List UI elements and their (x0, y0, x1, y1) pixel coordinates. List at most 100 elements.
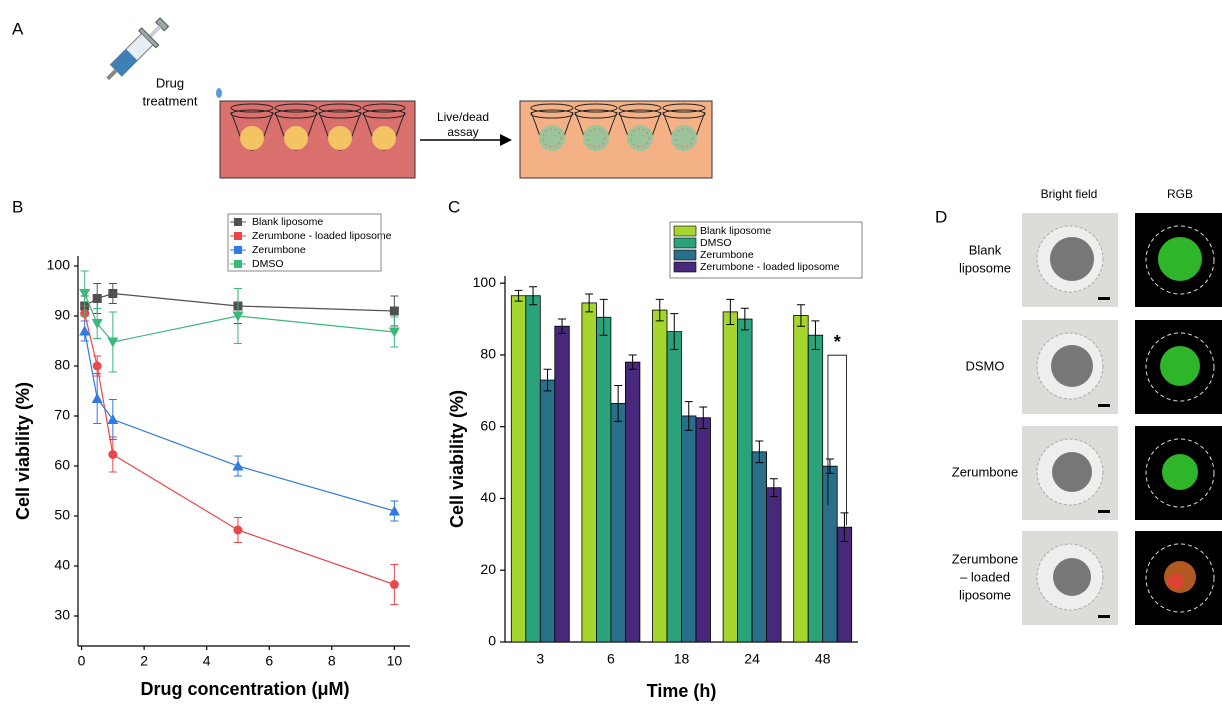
spheroid (1162, 454, 1198, 490)
panel-label: C (448, 197, 460, 216)
error-bar (585, 293, 594, 313)
x-tick-label: 8 (328, 653, 336, 669)
x-axis-label: Drug concentration (μM) (140, 679, 349, 699)
legend-swatch (673, 225, 697, 237)
row-label: liposome (959, 587, 1011, 602)
error-bar (825, 458, 834, 474)
bar (510, 295, 527, 643)
y-tick-label: 40 (480, 489, 496, 505)
x-tick-label: 2 (140, 653, 148, 669)
spheroid (328, 126, 352, 150)
bar (666, 331, 682, 643)
marker (389, 580, 399, 589)
well-rim (362, 103, 406, 113)
y-tick-label: 60 (480, 417, 496, 433)
spheroid (1053, 558, 1091, 596)
spheroid (1051, 345, 1093, 387)
well-rim (318, 103, 362, 113)
spheroid (284, 126, 308, 150)
bar (539, 379, 556, 643)
legend-label: Zerumbone - loaded liposome (700, 261, 840, 273)
x-tick-label: 18 (674, 651, 690, 667)
error-bar (796, 304, 805, 327)
well-outline (1145, 543, 1215, 613)
x-axis-label: Time (h) (647, 681, 717, 701)
well-rim (274, 103, 318, 113)
marker (108, 289, 118, 298)
column-header: Bright field (1041, 187, 1098, 201)
spheroid (1160, 346, 1200, 386)
bar (751, 451, 767, 643)
y-tick-label: 80 (54, 357, 70, 373)
legend-swatch (234, 260, 242, 268)
error-bar (699, 406, 708, 429)
assay-label: assay (447, 125, 478, 139)
well-outline (1145, 225, 1215, 295)
marker (389, 306, 399, 316)
row-label: DSMO (966, 358, 1005, 373)
marker (232, 311, 244, 322)
y-tick-label: 90 (54, 307, 70, 323)
bar (625, 361, 641, 643)
bar (596, 316, 612, 643)
spheroid (372, 126, 396, 150)
x-tick-label: 0 (78, 653, 86, 669)
legend-label: Zerumbone - loaded liposome (252, 230, 392, 242)
bar (793, 315, 809, 643)
error-bar (726, 298, 735, 325)
bar (836, 526, 853, 643)
bar (652, 309, 668, 643)
error-bar (811, 320, 820, 351)
error-bar (769, 478, 778, 498)
arrow-head (500, 134, 512, 146)
bar (554, 325, 570, 643)
legend-label: DMSO (252, 258, 284, 270)
error-bar (628, 354, 637, 370)
well-rim (230, 103, 274, 113)
marker (232, 460, 244, 471)
marker (233, 525, 243, 535)
well-rim (318, 109, 362, 119)
wells (230, 103, 706, 151)
spheroid (240, 126, 264, 150)
bar (737, 318, 753, 643)
row-label: Blank (969, 242, 1002, 257)
well-outline (1145, 438, 1215, 508)
error-bar (670, 313, 679, 351)
y-tick-label: 20 (480, 561, 496, 577)
significance-label: * (834, 332, 841, 352)
legend-swatch (673, 237, 697, 249)
y-tick-label: 40 (54, 557, 70, 573)
bar (822, 465, 838, 643)
legend-label: Blank liposome (252, 216, 323, 228)
syringe (106, 17, 222, 98)
y-tick-label: 100 (47, 257, 71, 273)
scale-bar (1098, 510, 1110, 513)
well-rim (274, 109, 318, 119)
assay-label: Live/dead (437, 110, 489, 124)
bar (766, 487, 782, 643)
error-bar (614, 384, 623, 422)
well-rim (230, 109, 274, 119)
legend-label: Zerumbone (252, 244, 306, 256)
y-tick-label: 50 (54, 507, 70, 523)
x-tick-label: 6 (607, 651, 615, 667)
legend-label: Zerumbone (700, 249, 754, 261)
treatment-label: Drug (156, 75, 184, 90)
row-label: Zerumbone (952, 464, 1018, 479)
marker (92, 361, 102, 371)
y-tick-label: 60 (54, 457, 70, 473)
treatment-label: treatment (143, 93, 198, 108)
row-label: Zerumbone (952, 551, 1018, 566)
marker (91, 319, 103, 329)
marker (388, 505, 400, 516)
x-tick-label: 3 (536, 651, 544, 667)
legend-swatch (673, 261, 697, 273)
well-rim (530, 103, 574, 113)
scale-bar (1098, 615, 1110, 618)
marker (107, 414, 119, 424)
legend-swatch (234, 246, 242, 254)
error-bar (755, 440, 764, 464)
well-outline (1145, 332, 1215, 402)
